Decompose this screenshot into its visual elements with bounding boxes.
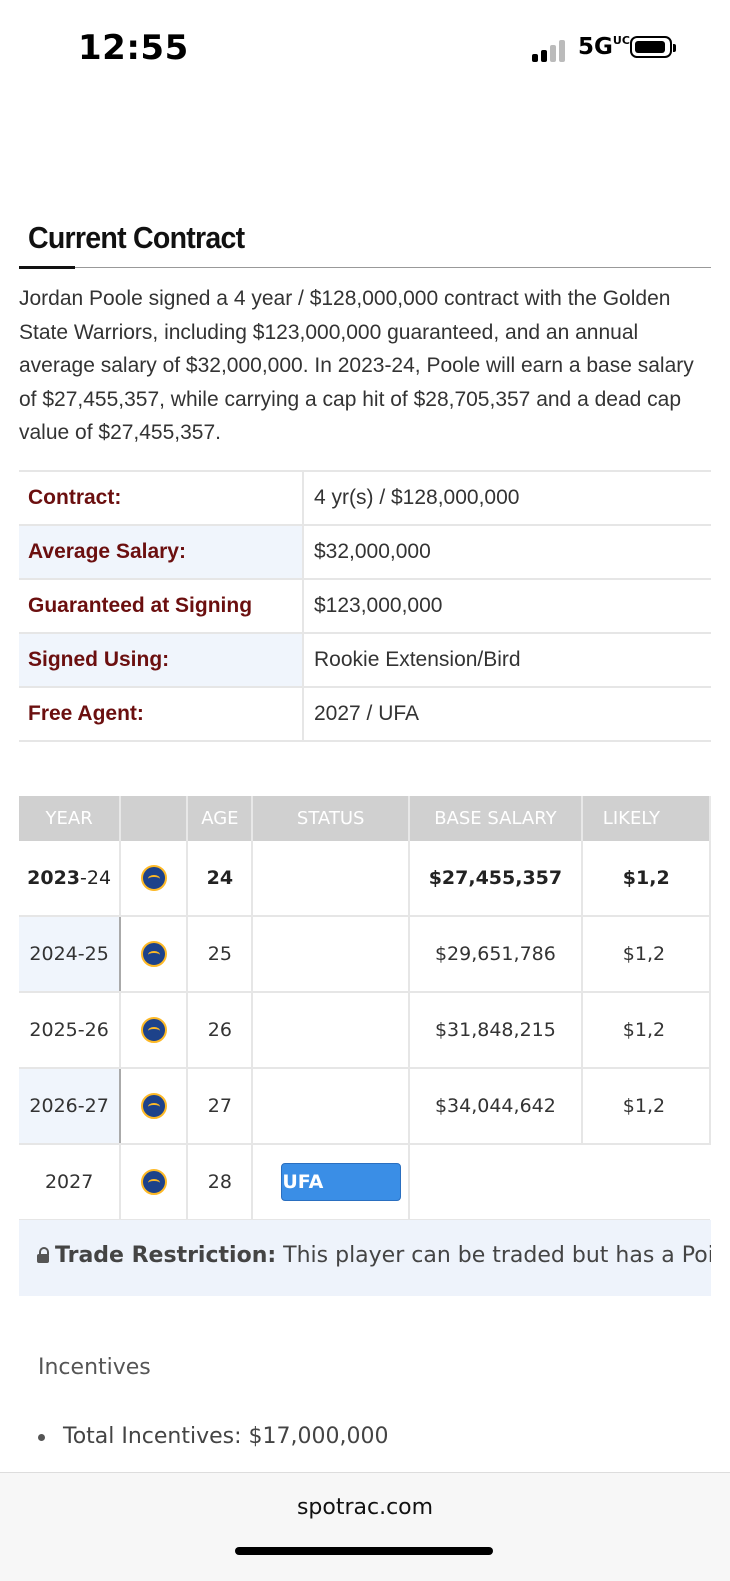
status-cell (252, 841, 410, 917)
status-cell (252, 916, 410, 993)
likely-cell: $1,2 (581, 841, 711, 917)
team-cell (120, 992, 189, 1069)
battery-icon (630, 36, 676, 58)
header-age[interactable]: AGE (187, 796, 254, 841)
warriors-logo-icon (140, 865, 167, 891)
table-header-row: YEAR AGE STATUS BASE SALARY LIKELY (19, 796, 711, 841)
base-salary-cell: $29,651,786 (409, 916, 583, 993)
likely-cell: $1,2 (581, 992, 711, 1069)
header-likely[interactable]: LIKELY (581, 796, 711, 841)
team-cell (120, 916, 189, 993)
team-cell (120, 841, 189, 917)
title-divider (19, 267, 711, 268)
year-cell: 2023-24 (19, 841, 122, 917)
info-value: $123,000,000 (302, 578, 711, 633)
url-text[interactable]: spotrac.com (296, 1495, 434, 1520)
clock: 12:55 (78, 28, 189, 68)
bullet-icon (38, 1433, 45, 1441)
trade-restriction-box: Trade Restriction: This player can be tr… (19, 1220, 711, 1296)
team-cell (120, 1068, 189, 1145)
status-cell (252, 1068, 410, 1145)
year-cell: 2027 (19, 1144, 122, 1221)
warriors-logo-icon (140, 941, 167, 967)
list-item: Total Incentives: $17,000,000 (38, 1424, 389, 1449)
base-salary-cell: $31,848,215 (409, 992, 583, 1069)
age-cell: 24 (187, 841, 254, 917)
warriors-logo-icon (140, 1169, 167, 1195)
table-row: 2023-24 24 $27,455,357 $1,2 (19, 841, 711, 917)
info-label: Average Salary: (19, 524, 303, 579)
info-row-signed-using: Signed Using: Rookie Extension/Bird (19, 632, 711, 687)
likely-cell: $1,2 (581, 916, 711, 993)
header-team (120, 796, 189, 841)
age-cell: 26 (187, 992, 254, 1069)
contract-summary: Jordan Poole signed a 4 year / $128,000,… (19, 287, 694, 445)
info-value: Rookie Extension/Bird (302, 632, 711, 687)
header-status[interactable]: STATUS (252, 796, 410, 841)
likely-cell: $1,2 (581, 1068, 711, 1145)
info-label: Contract: (19, 470, 303, 525)
year-cell: 2026-27 (19, 1068, 122, 1145)
info-value: 2027 / UFA (302, 686, 711, 742)
age-cell: 27 (187, 1068, 254, 1145)
table-row: 2025-26 26 $31,848,215 $1,2 (19, 992, 711, 1069)
lock-icon (37, 1246, 49, 1263)
year-cell: 2024-25 (19, 916, 122, 993)
contract-table-scroll-area[interactable]: YEAR AGE STATUS BASE SALARY LIKELY 2023-… (19, 796, 711, 1296)
info-row-guaranteed: Guaranteed at Signing $123,000,000 (19, 578, 711, 633)
warriors-logo-icon (140, 1017, 167, 1043)
warriors-logo-icon (140, 1093, 167, 1119)
team-cell (120, 1144, 189, 1221)
header-base-salary[interactable]: BASE SALARY (409, 796, 583, 841)
info-label: Signed Using: (19, 632, 303, 687)
info-row-average-salary: Average Salary: $32,000,000 (19, 524, 711, 579)
status-bar: 12:55 5GUC (0, 0, 730, 100)
home-indicator[interactable] (235, 1547, 493, 1555)
incentives-title: Incentives (38, 1355, 151, 1380)
info-value: $32,000,000 (302, 524, 711, 579)
incentive-text: Total Incentives: $17,000,000 (63, 1424, 389, 1449)
info-label: Free Agent: (19, 686, 303, 742)
status-cell: UFA (252, 1144, 410, 1221)
base-salary-cell: $27,455,357 (409, 841, 583, 917)
likely-cell (581, 1144, 710, 1221)
age-cell: 25 (187, 916, 254, 993)
contract-info-table: Contract: 4 yr(s) / $128,000,000 Average… (19, 470, 711, 742)
base-salary-cell: $34,044,642 (409, 1068, 583, 1145)
table-row: 2026-27 27 $34,044,642 $1,2 (19, 1068, 711, 1145)
info-label: Guaranteed at Signing (19, 578, 303, 633)
info-row-free-agent: Free Agent: 2027 / UFA (19, 686, 711, 742)
base-salary-cell (409, 1144, 582, 1221)
table-row: 2024-25 25 $29,651,786 $1,2 (19, 916, 711, 993)
status-cell (252, 992, 410, 1069)
header-year[interactable]: YEAR (19, 796, 122, 841)
trade-restriction-text: Trade Restriction: This player can be tr… (37, 1243, 711, 1268)
year-cell: 2025-26 (19, 992, 122, 1069)
title-underline (19, 266, 75, 269)
info-row-contract: Contract: 4 yr(s) / $128,000,000 (19, 470, 711, 525)
table-row: 2027 28 UFA (19, 1144, 710, 1221)
age-cell: 28 (187, 1144, 254, 1221)
browser-url-bar[interactable]: spotrac.com (0, 1472, 730, 1581)
section-title: Current Contract (28, 220, 245, 255)
cellular-signal-icon (532, 38, 572, 62)
ufa-badge: UFA (281, 1163, 402, 1201)
info-value: 4 yr(s) / $128,000,000 (302, 470, 711, 525)
network-type: 5GUC (578, 34, 630, 60)
contract-breakdown-table: YEAR AGE STATUS BASE SALARY LIKELY 2023-… (19, 796, 711, 1221)
trade-restriction-label: Trade Restriction: (55, 1243, 277, 1268)
trade-restriction-detail: This player can be traded but has a Pois… (276, 1243, 711, 1268)
